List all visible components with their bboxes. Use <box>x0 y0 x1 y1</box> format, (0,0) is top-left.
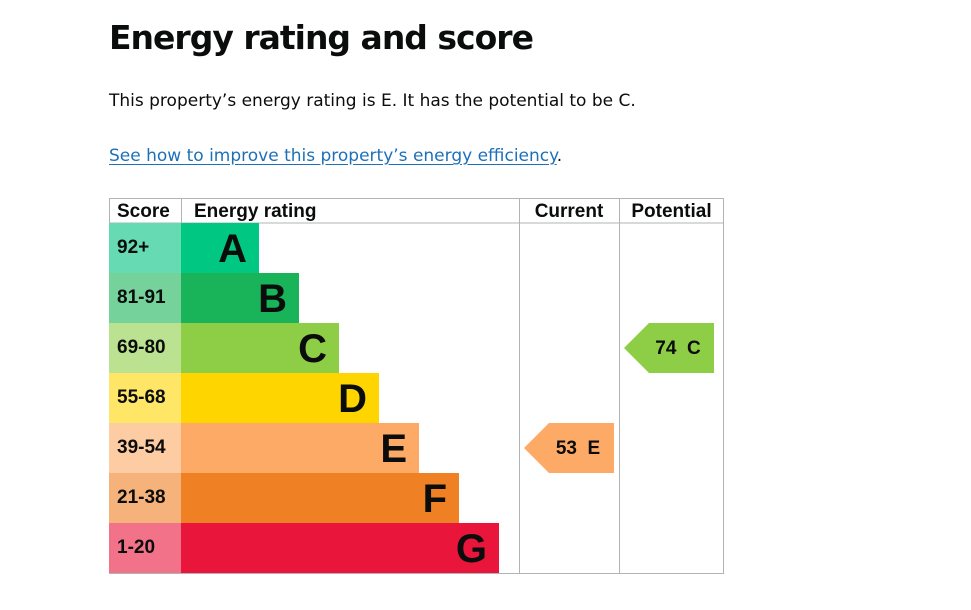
score-cell-e <box>109 423 181 473</box>
energy-rating-graph: Score Energy rating Current Potential 92+ A 81… <box>109 198 724 574</box>
header-current: Current <box>535 201 604 222</box>
rating-letter-e: E <box>380 427 407 471</box>
score-cell-c <box>109 323 181 373</box>
energy-rating-summary: This property’s energy rating is E. It h… <box>109 91 636 111</box>
score-range-a: 92+ <box>117 237 149 258</box>
score-cell-g <box>109 523 181 573</box>
score-range-c: 69-80 <box>117 337 166 358</box>
page-title: Energy rating and score <box>109 18 534 57</box>
score-range-e: 39-54 <box>117 437 166 458</box>
current-rating-label: 53 E <box>556 438 600 459</box>
rating-letter-f: F <box>423 477 447 521</box>
rating-letter-g: G <box>456 527 487 571</box>
potential-rating-arrow <box>624 323 714 373</box>
header-potential: Potential <box>631 201 711 222</box>
score-cell-f <box>109 473 181 523</box>
rating-letter-c: C <box>298 327 327 371</box>
score-range-f: 21-38 <box>117 487 166 508</box>
rating-bar-a <box>181 223 259 273</box>
rating-letter-b: B <box>258 277 287 321</box>
score-range-b: 81-91 <box>117 287 166 308</box>
rating-letter-a: A <box>218 227 247 271</box>
potential-rating-label: 74 C <box>655 338 701 359</box>
rating-bar-e <box>181 423 419 473</box>
rating-bar-c <box>181 323 339 373</box>
improve-efficiency-link[interactable]: See how to improve this property’s energ… <box>109 146 557 166</box>
header-score: Score <box>117 201 170 222</box>
rating-bar-d <box>181 373 379 423</box>
rating-letter-d: D <box>338 377 367 421</box>
link-suffix: . <box>556 146 563 166</box>
score-cell-d <box>109 373 181 423</box>
current-rating-arrow <box>524 423 614 473</box>
score-range-d: 55-68 <box>117 387 166 408</box>
energy-rating-chart: Score Energy rating Current Potential 92+ A 81… <box>109 198 724 574</box>
rating-bar-b <box>181 273 299 323</box>
score-cell-b <box>109 273 181 323</box>
rating-bar-g <box>181 523 499 573</box>
score-range-g: 1-20 <box>117 537 155 558</box>
improve-efficiency-paragraph: See how to improve this property’s energ… <box>109 144 562 168</box>
rating-bar-f <box>181 473 459 523</box>
header-energy-rating: Energy rating <box>194 201 316 222</box>
score-cell-a <box>109 223 181 273</box>
